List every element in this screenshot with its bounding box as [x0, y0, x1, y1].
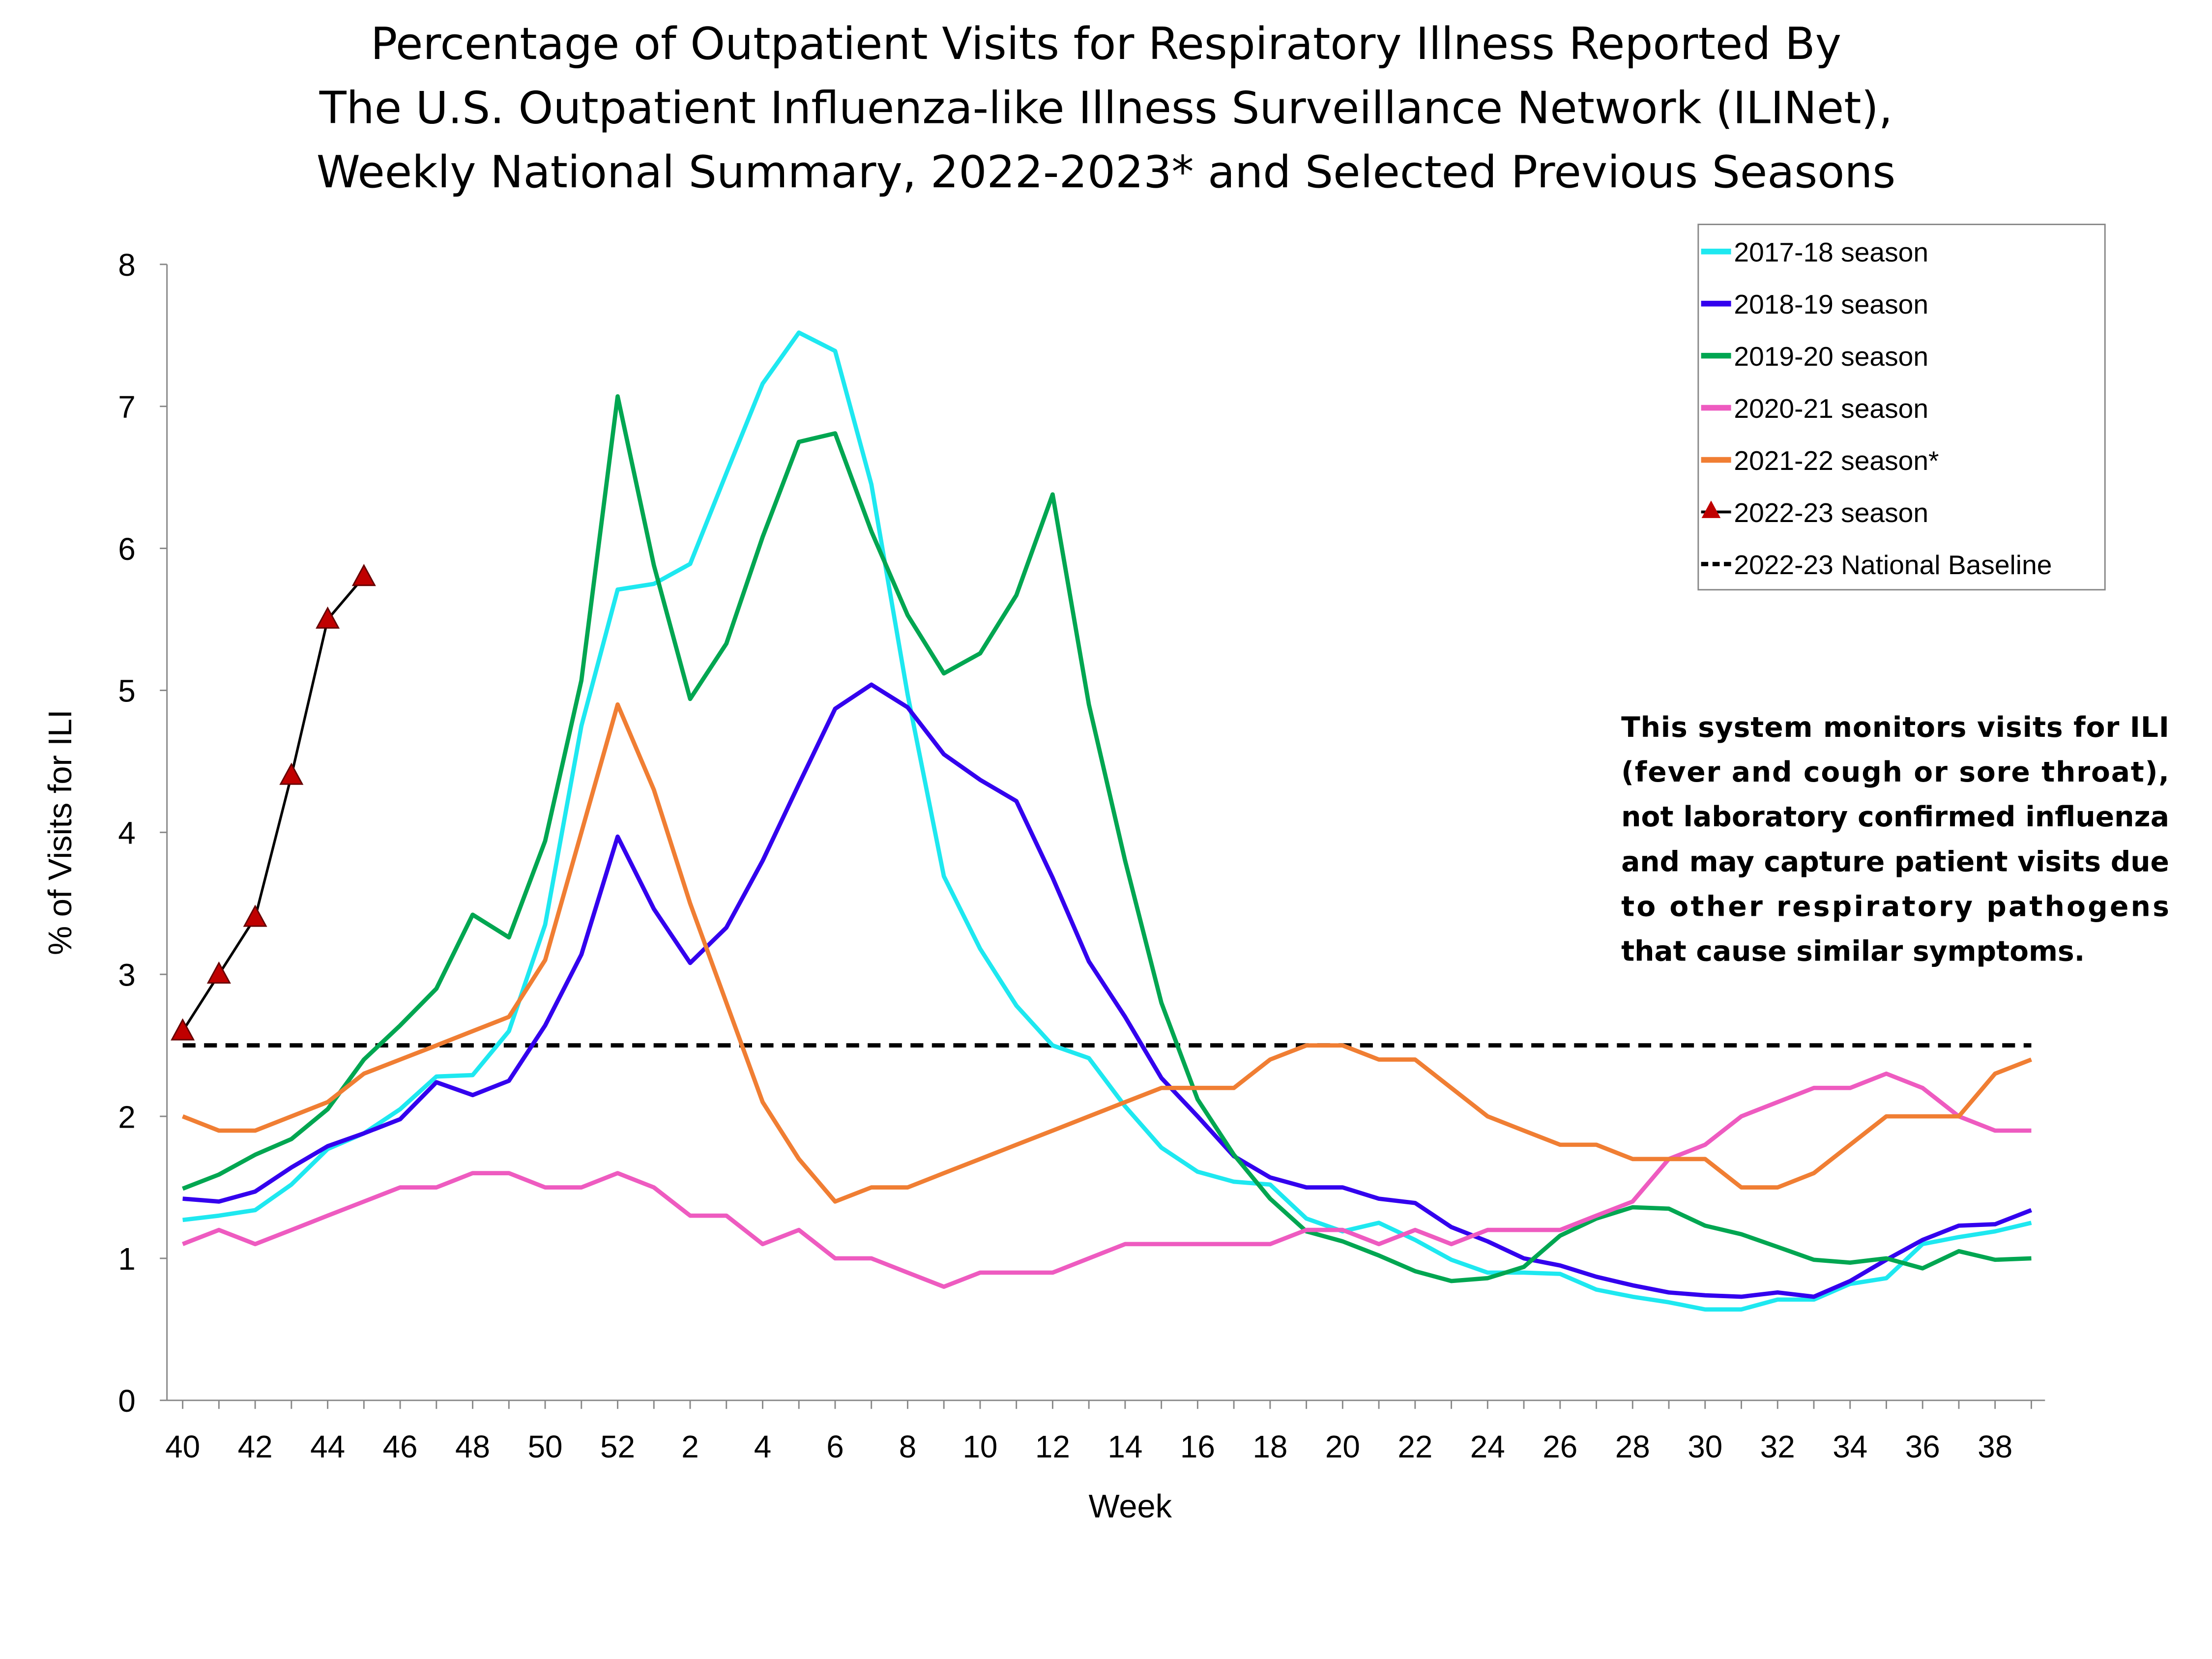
- x-tick-label: 12: [1035, 1429, 1070, 1464]
- legend: 2017-18 season 2018-19 season 2019-20 seas…: [1697, 224, 2106, 591]
- x-tick-label: 24: [1470, 1429, 1505, 1464]
- data-point-marker: [206, 961, 231, 984]
- plot-area: [171, 330, 2033, 1312]
- y-tick-label: 7: [118, 389, 136, 425]
- legend-label: 2022-23 season: [1734, 497, 1928, 528]
- triangle-marker-icon: [1701, 500, 1721, 518]
- y-tick-label: 5: [118, 673, 136, 709]
- x-tick-label: 16: [1180, 1429, 1215, 1464]
- y-tick-label: 6: [118, 531, 136, 567]
- title-line-3: Weekly National Summary, 2022-2023* and …: [317, 146, 1896, 198]
- x-tick-label: 48: [455, 1429, 490, 1464]
- x-tick-label: 52: [600, 1429, 635, 1464]
- x-tick-label: 32: [1760, 1429, 1795, 1464]
- legend-label: 2017-18 season: [1734, 237, 1928, 267]
- legend-item: 2022-23 season: [1701, 497, 1928, 528]
- legend-item: 2020-21 season: [1701, 393, 1928, 424]
- legend-item: 2018-19 season: [1701, 289, 1928, 320]
- series-line-2021-22-season-: [182, 702, 2033, 1204]
- annotation-line: (fever and cough or sore throat),: [1621, 756, 2169, 788]
- series-line-2022-23-season: [181, 576, 365, 1032]
- y-tick-label: 0: [118, 1383, 136, 1419]
- y-tick-label: 3: [118, 957, 136, 992]
- annotation-line: to other respiratory pathogens: [1621, 890, 2169, 923]
- series-line-2018-19-season: [182, 682, 2033, 1299]
- series-line-2020-21-season: [182, 1071, 2032, 1289]
- legend-box: [1697, 224, 2106, 591]
- x-tick-label: 14: [1107, 1429, 1142, 1464]
- annotation-line: that cause similar symptoms.: [1621, 935, 2085, 968]
- legend-item: 2019-20 season: [1701, 341, 1928, 372]
- y-tick-label: 4: [118, 815, 136, 851]
- x-tick-label: 46: [383, 1429, 418, 1464]
- x-tick-label: 6: [826, 1429, 844, 1464]
- annotation-line: not laboratory confirmed influenza: [1621, 801, 2169, 833]
- x-tick-label: 42: [238, 1429, 273, 1464]
- legend-item: 2017-18 season: [1701, 237, 1928, 267]
- data-point-marker: [243, 904, 267, 927]
- x-tick-label: 10: [962, 1429, 997, 1464]
- x-tick-label: 4: [754, 1429, 772, 1464]
- y-tick-label: 8: [118, 247, 136, 283]
- y-tick-label: 2: [118, 1099, 136, 1135]
- x-tick-label: 20: [1325, 1429, 1360, 1464]
- data-point-marker: [279, 762, 304, 785]
- x-tick-label: 26: [1543, 1429, 1577, 1464]
- title-line-1: Percentage of Outpatient Visits for Resp…: [371, 18, 1841, 70]
- x-tick-label: 44: [310, 1429, 345, 1464]
- x-tick-label: 30: [1688, 1429, 1722, 1464]
- y-axis-label: % of Visits for ILI: [42, 709, 79, 955]
- x-tick-label: 8: [899, 1429, 917, 1464]
- x-tick-label: 40: [165, 1429, 200, 1464]
- data-point-marker: [316, 606, 340, 629]
- title-line-2: The U.S. Outpatient Influenza-like Illne…: [319, 82, 1893, 134]
- x-tick-label: 18: [1252, 1429, 1287, 1464]
- legend-item: 2022-23 National Baseline: [1701, 550, 2052, 580]
- legend-label: 2018-19 season: [1734, 289, 1928, 320]
- x-tick-label: 36: [1905, 1429, 1940, 1464]
- x-tick-label: 2: [681, 1429, 699, 1464]
- series-line-2019-20-season: [182, 394, 2032, 1283]
- chart-title: Percentage of Outpatient Visits for Resp…: [317, 18, 1896, 198]
- x-axis-label: Week: [1089, 1488, 1172, 1525]
- x-tick-label: 22: [1397, 1429, 1432, 1464]
- legend-label: 2021-22 season*: [1734, 445, 1939, 476]
- legend-label: 2020-21 season: [1734, 393, 1928, 424]
- y-tick-label: 1: [118, 1241, 136, 1277]
- series-line-2017-18-season: [182, 330, 2032, 1312]
- data-point-marker: [171, 1018, 195, 1041]
- data-point-marker: [351, 564, 376, 586]
- legend-label: 2022-23 National Baseline: [1734, 550, 2052, 580]
- x-tick-label: 28: [1615, 1429, 1650, 1464]
- x-tick-label: 50: [528, 1429, 563, 1464]
- annotation-note: This system monitors visits for ILI (feve…: [1621, 711, 2169, 968]
- annotation-line: This system monitors visits for ILI: [1621, 711, 2169, 744]
- x-tick-label: 34: [1833, 1429, 1867, 1464]
- legend-item: 2021-22 season*: [1701, 445, 1939, 476]
- legend-label: 2019-20 season: [1734, 341, 1928, 372]
- annotation-line: and may capture patient visits due: [1621, 845, 2169, 878]
- x-tick-label: 38: [1978, 1429, 2012, 1464]
